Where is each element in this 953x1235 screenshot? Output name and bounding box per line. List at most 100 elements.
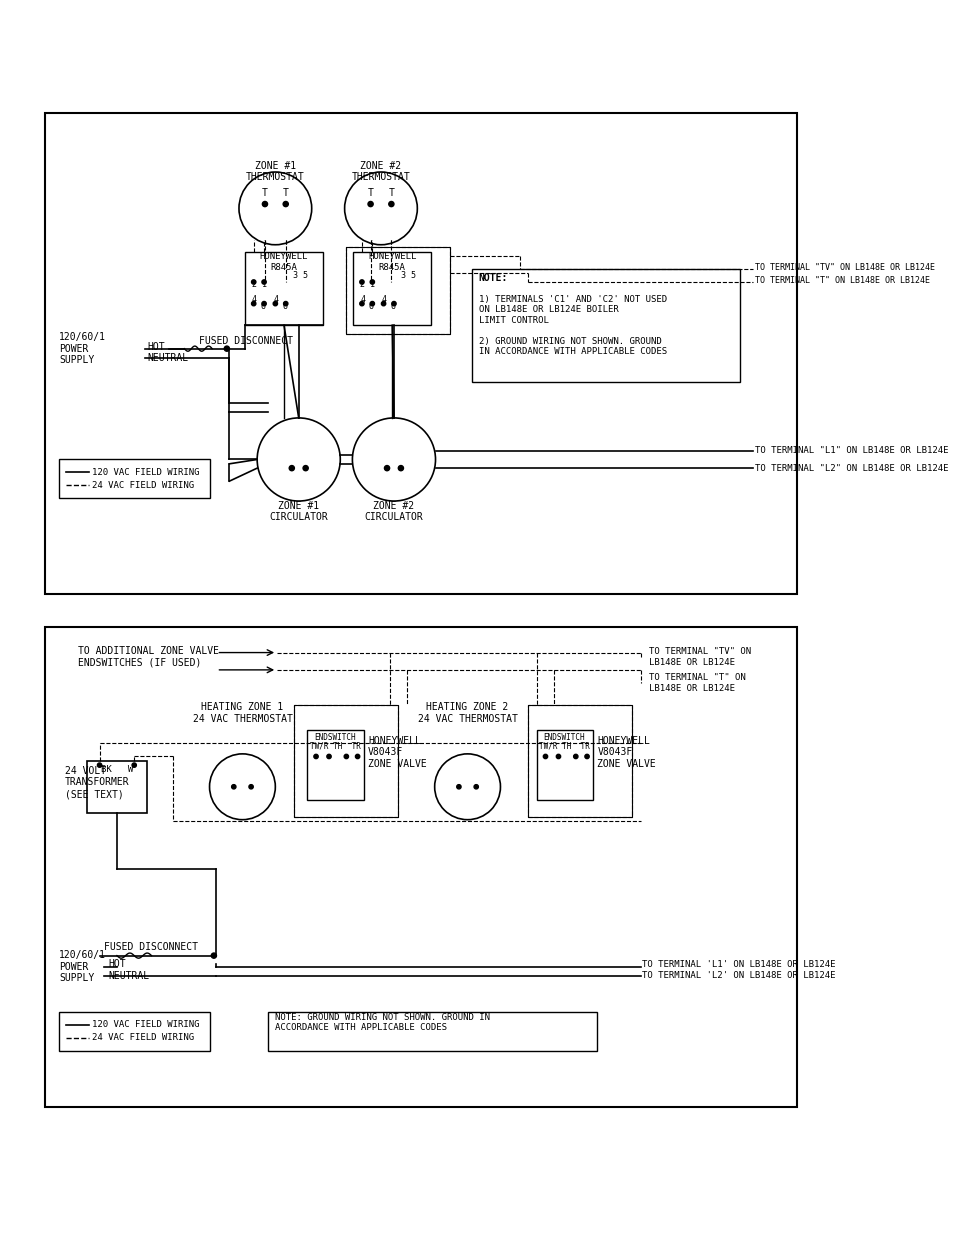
Circle shape xyxy=(273,301,277,306)
Text: 120 VAC FIELD WIRING: 120 VAC FIELD WIRING xyxy=(91,1020,199,1030)
Text: 24 VOLT
TRANSFORMER
(SEE TEXT): 24 VOLT TRANSFORMER (SEE TEXT) xyxy=(65,766,130,799)
Bar xyxy=(353,252,431,325)
Text: TO TERMINAL "T" ON LB148E OR LB124E: TO TERMINAL "T" ON LB148E OR LB124E xyxy=(754,275,929,285)
Text: FUSED DISCONNECT: FUSED DISCONNECT xyxy=(199,336,293,346)
Circle shape xyxy=(210,753,275,820)
Text: HONEYWELL
V8043F
ZONE VALVE: HONEYWELL V8043F ZONE VALVE xyxy=(368,736,426,768)
Text: 2 1: 2 1 xyxy=(360,280,375,289)
Text: TO ADDITIONAL ZONE VALVE
ENDSWITCHES (IF USED): TO ADDITIONAL ZONE VALVE ENDSWITCHES (IF… xyxy=(78,646,218,668)
Text: BK   W: BK W xyxy=(101,764,132,774)
Text: 2 1: 2 1 xyxy=(252,280,267,289)
Circle shape xyxy=(344,755,348,758)
Text: 120/60/1
POWER
SUPPLY: 120/60/1 POWER SUPPLY xyxy=(59,950,106,983)
Bar xyxy=(87,761,147,813)
Circle shape xyxy=(392,301,395,306)
Circle shape xyxy=(252,280,255,284)
Bar xyxy=(346,247,450,333)
Text: 120/60/1
POWER
SUPPLY: 120/60/1 POWER SUPPLY xyxy=(59,332,106,366)
Circle shape xyxy=(573,755,578,758)
Circle shape xyxy=(381,301,385,306)
Circle shape xyxy=(224,346,230,351)
Bar xyxy=(268,1011,597,1051)
Text: ZONE #2
CIRCULATOR: ZONE #2 CIRCULATOR xyxy=(364,500,423,522)
Text: T: T xyxy=(367,188,374,198)
Text: TW/R TH  TR: TW/R TH TR xyxy=(538,741,589,751)
Text: ENDSWITCH: ENDSWITCH xyxy=(314,732,355,742)
Circle shape xyxy=(389,201,394,206)
Text: 6: 6 xyxy=(260,301,265,311)
Circle shape xyxy=(359,280,364,284)
Text: TO TERMINAL "T" ON
LB148E OR LB124E: TO TERMINAL "T" ON LB148E OR LB124E xyxy=(649,673,745,693)
Text: ZONE #2
THERMOSTAT: ZONE #2 THERMOSTAT xyxy=(352,161,410,183)
Text: NEUTRAL: NEUTRAL xyxy=(147,353,188,363)
Text: 4: 4 xyxy=(360,295,365,304)
Text: TO TERMINAL "TV" ON
LB148E OR LB124E: TO TERMINAL "TV" ON LB148E OR LB124E xyxy=(649,647,751,667)
Bar xyxy=(294,704,397,818)
Text: TO TERMINAL "L1" ON LB148E OR LB124E: TO TERMINAL "L1" ON LB148E OR LB124E xyxy=(754,446,947,456)
Text: HONEYWELL
R845A: HONEYWELL R845A xyxy=(368,252,416,272)
Text: ZONE #1
CIRCULATOR: ZONE #1 CIRCULATOR xyxy=(269,500,328,522)
Circle shape xyxy=(584,755,589,758)
Circle shape xyxy=(397,466,403,471)
Circle shape xyxy=(132,763,136,767)
Bar xyxy=(45,626,796,1107)
Text: 3 5: 3 5 xyxy=(400,272,416,280)
Text: TO TERMINAL 'L1' ON LB148E OR LB124E: TO TERMINAL 'L1' ON LB148E OR LB124E xyxy=(641,960,835,968)
Circle shape xyxy=(456,784,460,789)
Circle shape xyxy=(435,753,500,820)
Circle shape xyxy=(262,280,266,284)
Text: FUSED DISCONNECT: FUSED DISCONNECT xyxy=(104,942,197,952)
Circle shape xyxy=(368,201,373,206)
Circle shape xyxy=(384,466,389,471)
Text: HEATING ZONE 2
24 VAC THERMOSTAT: HEATING ZONE 2 24 VAC THERMOSTAT xyxy=(417,703,517,724)
Text: TO TERMINAL "L2" ON LB148E OR LB124E: TO TERMINAL "L2" ON LB148E OR LB124E xyxy=(754,463,947,473)
Circle shape xyxy=(355,755,359,758)
Circle shape xyxy=(359,301,364,306)
Circle shape xyxy=(543,755,547,758)
Circle shape xyxy=(370,280,375,284)
Text: 4: 4 xyxy=(252,295,256,304)
Text: 4: 4 xyxy=(274,295,278,304)
Bar xyxy=(346,247,450,333)
Circle shape xyxy=(249,784,253,789)
Bar xyxy=(307,730,363,800)
Text: TW/R TH  TR: TW/R TH TR xyxy=(310,741,360,751)
Text: HOT: HOT xyxy=(108,960,126,969)
Bar xyxy=(294,704,397,818)
Text: 4: 4 xyxy=(381,295,386,304)
Text: TO TERMINAL "TV" ON LB148E OR LB124E: TO TERMINAL "TV" ON LB148E OR LB124E xyxy=(754,263,934,272)
Circle shape xyxy=(327,755,331,758)
Text: 24 VAC FIELD WIRING: 24 VAC FIELD WIRING xyxy=(91,480,193,490)
Bar xyxy=(59,1011,211,1051)
Text: TO TERMINAL 'L2' ON LB148E OR LB124E: TO TERMINAL 'L2' ON LB148E OR LB124E xyxy=(641,971,835,981)
Text: 6: 6 xyxy=(369,301,374,311)
Bar xyxy=(528,704,632,818)
Text: NOTE: GROUND WIRING NOT SHOWN. GROUND IN
ACCORDANCE WITH APPLICABLE CODES: NOTE: GROUND WIRING NOT SHOWN. GROUND IN… xyxy=(275,1013,490,1032)
Bar xyxy=(528,704,632,818)
Circle shape xyxy=(252,301,255,306)
Circle shape xyxy=(370,301,375,306)
Circle shape xyxy=(303,466,308,471)
Text: 120 VAC FIELD WIRING: 120 VAC FIELD WIRING xyxy=(91,468,199,477)
Bar xyxy=(245,252,323,325)
Circle shape xyxy=(257,417,340,501)
Text: HONEYWELL
R845A: HONEYWELL R845A xyxy=(259,252,308,272)
Text: NOTE:: NOTE: xyxy=(478,273,508,283)
Circle shape xyxy=(289,466,294,471)
Text: T: T xyxy=(388,188,394,198)
Circle shape xyxy=(474,784,477,789)
Circle shape xyxy=(283,301,288,306)
Text: HEATING ZONE 1
24 VAC THERMOSTAT: HEATING ZONE 1 24 VAC THERMOSTAT xyxy=(193,703,292,724)
Circle shape xyxy=(211,953,216,958)
Text: HONEYWELL
V8043F
ZONE VALVE: HONEYWELL V8043F ZONE VALVE xyxy=(597,736,656,768)
Text: 6: 6 xyxy=(390,301,395,311)
Circle shape xyxy=(97,763,102,767)
Text: ZONE #1
THERMOSTAT: ZONE #1 THERMOSTAT xyxy=(246,161,304,183)
Circle shape xyxy=(344,172,416,245)
Text: T: T xyxy=(262,188,268,198)
Text: ENDSWITCH: ENDSWITCH xyxy=(543,732,585,742)
Circle shape xyxy=(314,755,318,758)
Bar xyxy=(59,459,211,499)
Circle shape xyxy=(232,784,235,789)
Bar xyxy=(45,114,796,594)
